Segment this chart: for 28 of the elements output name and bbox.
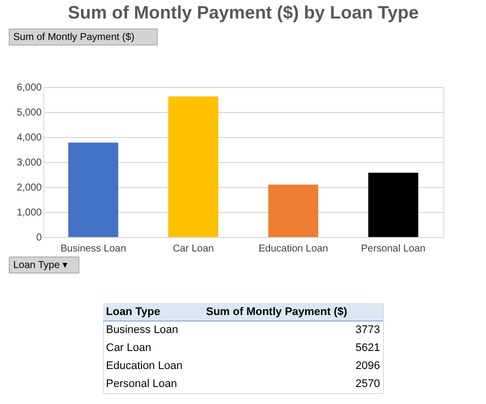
y-tick-label: 4,000 [16, 132, 42, 144]
y-tick-label: 0 [36, 232, 42, 244]
bar [268, 184, 318, 237]
data-label: 5621 [356, 342, 380, 354]
chart-title: Sum of Montly Payment ($) by Loan Type [68, 2, 419, 22]
text: Sum of Montly Payment ($) [13, 32, 134, 43]
text: Loan Type [106, 306, 160, 318]
y-tick-label: 1,000 [16, 208, 42, 218]
category-label: Personal Loan [106, 378, 177, 390]
category-label: Education Loan [106, 360, 182, 372]
y-tick-label: 3,000 [16, 158, 42, 168]
data-label: 2096 [356, 360, 380, 372]
x-tick-label: Education Loan [258, 244, 328, 254]
category-label: Business Loan [106, 324, 178, 336]
category-label: Car Loan [106, 342, 152, 354]
y-tick-label: 5,000 [16, 108, 42, 118]
y-tick-label: 6,000 [16, 82, 42, 94]
bar [68, 142, 118, 237]
bar [368, 172, 418, 237]
data-label: 3773 [356, 324, 380, 336]
y-tick-label: 2,000 [16, 182, 42, 194]
bar [168, 96, 218, 237]
text: Loan Type ▾ [13, 260, 68, 271]
data-label: 2570 [356, 378, 380, 390]
x-tick-label: Personal Loan [361, 244, 426, 254]
x-tick-label: Car Loan [172, 244, 214, 254]
text: Sum of Montly Payment ($) [206, 306, 348, 318]
x-tick-label: Business Loan [60, 244, 126, 254]
